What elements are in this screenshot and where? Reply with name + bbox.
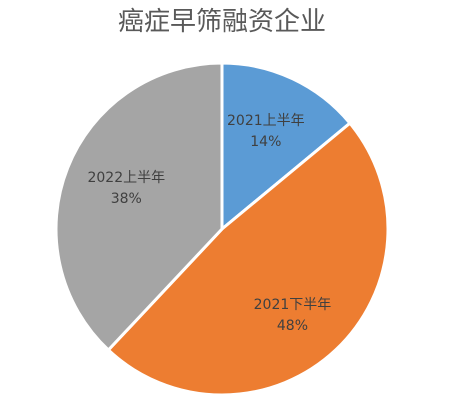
slice-labels: 2021上半年 14% 2021下半年 48% 2022上半年 38% [87, 113, 331, 334]
pie-slices [54, 61, 390, 397]
slice-percent-label: 48% [277, 318, 308, 334]
slice-category-label: 2021上半年 [227, 113, 305, 129]
pie-slice-1 [220, 61, 352, 231]
slice-percent-label: 14% [250, 134, 281, 150]
chart-title: 癌症早筛融资企业 [118, 7, 326, 37]
slice-percent-label: 38% [111, 191, 142, 207]
slice-category-label: 2022上半年 [87, 170, 165, 186]
pie-slice-3 [54, 61, 224, 352]
slice-category-label: 2021下半年 [254, 297, 332, 313]
pie-slice-2 [106, 121, 390, 397]
